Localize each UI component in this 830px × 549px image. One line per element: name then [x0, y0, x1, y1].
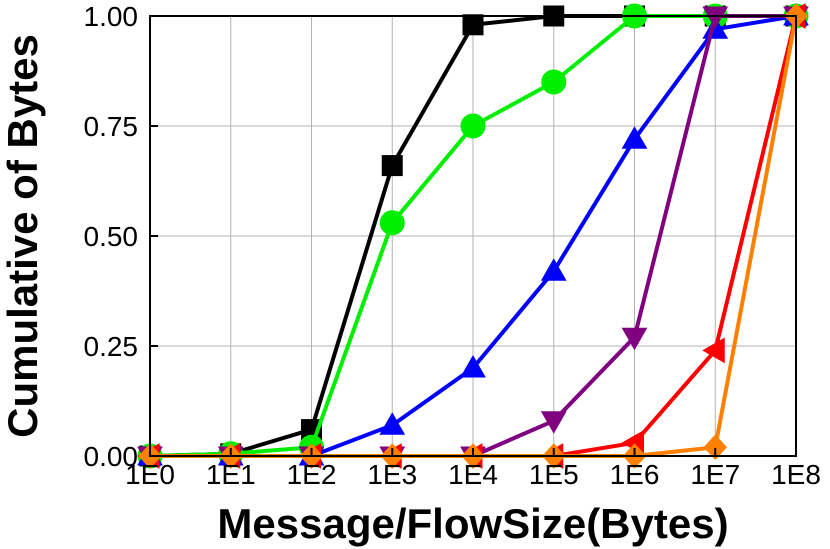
data-point-triangle-down [540, 411, 567, 434]
y-tick-label: 0.00 [84, 441, 139, 472]
x-tick-label: 1E6 [610, 459, 660, 490]
x-tick-label: 1E7 [690, 459, 740, 490]
x-tick-label: 1E8 [771, 459, 821, 490]
y-axis-title: Cumulative of Bytes [0, 34, 46, 438]
x-tick-label: 1E1 [206, 459, 256, 490]
x-tick-label: 1E2 [287, 459, 337, 490]
data-point-triangle-up [379, 412, 406, 435]
x-tick-label: 1E3 [367, 459, 417, 490]
data-point-circle [541, 69, 567, 95]
data-point-triangle-up [540, 258, 567, 281]
data-point-circle [379, 210, 405, 236]
data-point-square [381, 155, 403, 177]
y-tick-label: 0.50 [84, 221, 139, 252]
y-tick-label: 1.00 [84, 1, 139, 32]
data-point-triangle-left [702, 337, 725, 364]
y-axis-ticks: 0.00 0.25 0.50 0.75 1.00 [84, 1, 158, 472]
data-point-triangle-up [460, 354, 486, 378]
x-axis-ticks: 1E0 1E1 1E2 1E3 1E4 1E5 1E6 1E7 1E8 [125, 448, 821, 490]
x-tick-label: 1E4 [448, 459, 498, 490]
y-tick-label: 0.75 [84, 111, 139, 142]
x-axis-title: Message/FlowSize(Bytes) [217, 500, 728, 547]
x-tick-label: 1E0 [125, 459, 175, 490]
data-point-diamond [703, 434, 727, 460]
data-point-circle [460, 113, 486, 139]
y-tick-label: 0.25 [84, 331, 139, 362]
x-tick-label: 1E5 [529, 459, 579, 490]
data-point-triangle-down [621, 327, 648, 351]
data-point-triangle-up [621, 126, 648, 149]
data-point-square [462, 14, 484, 36]
data-point-triangle-down [702, 6, 729, 30]
